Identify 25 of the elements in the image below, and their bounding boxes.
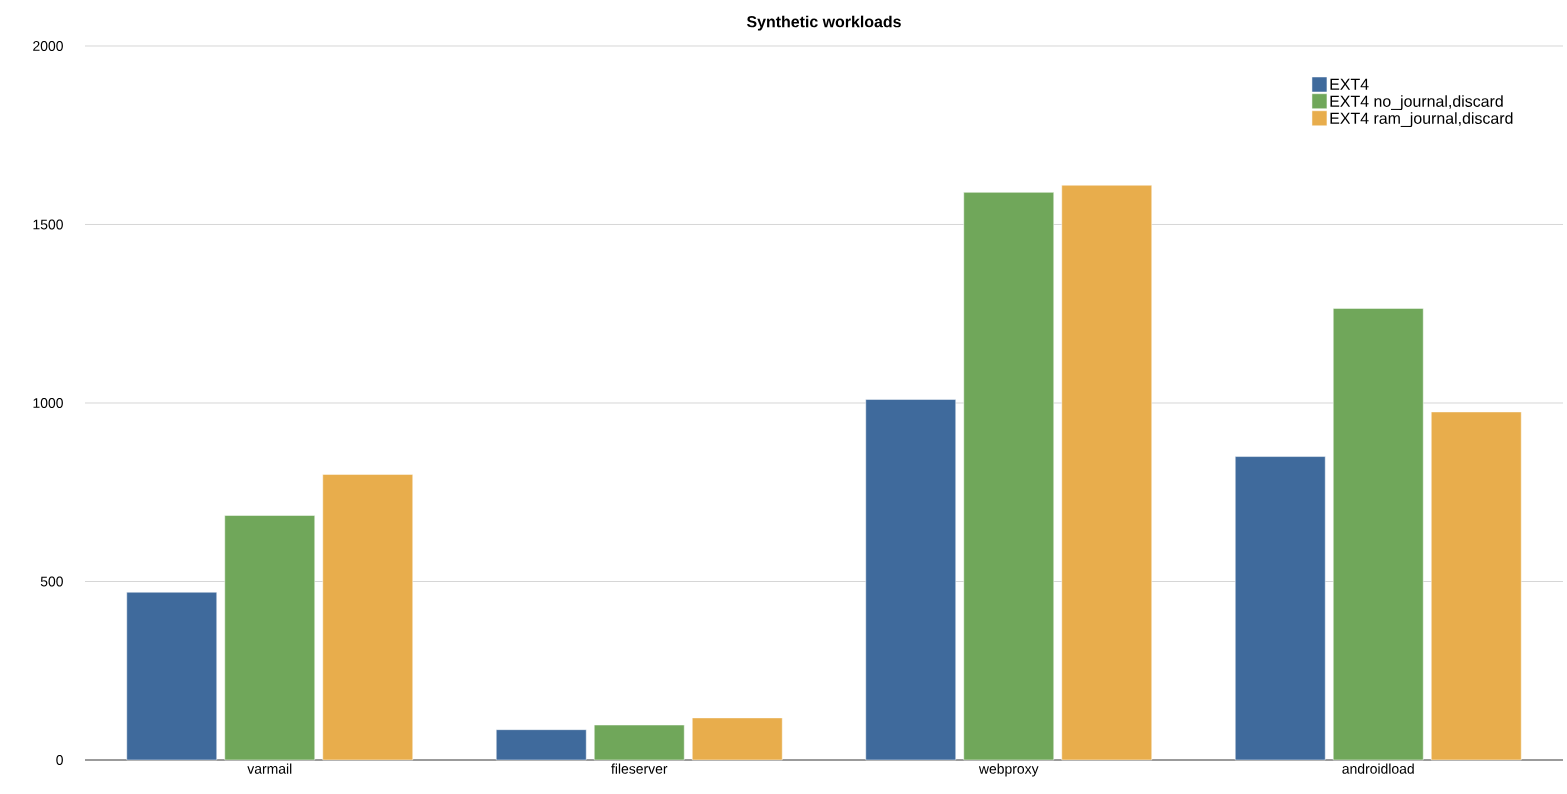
bar	[1061, 184, 1152, 761]
bar	[1235, 456, 1326, 761]
y-tick-label: 2000	[33, 41, 63, 51]
bar	[496, 729, 587, 761]
bar	[963, 192, 1054, 761]
chart-title: Synthetic workloads	[746, 15, 901, 31]
x-tick-label: fileserver	[611, 763, 668, 774]
x-tick-label: webproxy	[978, 763, 1039, 777]
legend-label: EXT4 no_journal,discard	[1330, 95, 1503, 111]
bar	[224, 515, 315, 761]
y-tick-label: 1500	[33, 219, 63, 230]
bar	[1431, 411, 1522, 761]
bar	[594, 724, 685, 761]
legend-label: EXT4	[1330, 78, 1369, 90]
bar	[126, 591, 217, 761]
y-tick-label: 500	[40, 576, 63, 587]
x-tick-label: varmail	[247, 763, 292, 774]
bar	[322, 474, 413, 761]
legend-label: EXT4 ram_journal,discard	[1330, 112, 1513, 128]
bar	[865, 399, 956, 761]
bar	[1333, 308, 1424, 761]
y-tick-label: 0	[56, 755, 63, 765]
y-tick-label: 1000	[33, 398, 63, 408]
x-tick-label: androidload	[1342, 763, 1414, 774]
bar	[692, 717, 783, 761]
